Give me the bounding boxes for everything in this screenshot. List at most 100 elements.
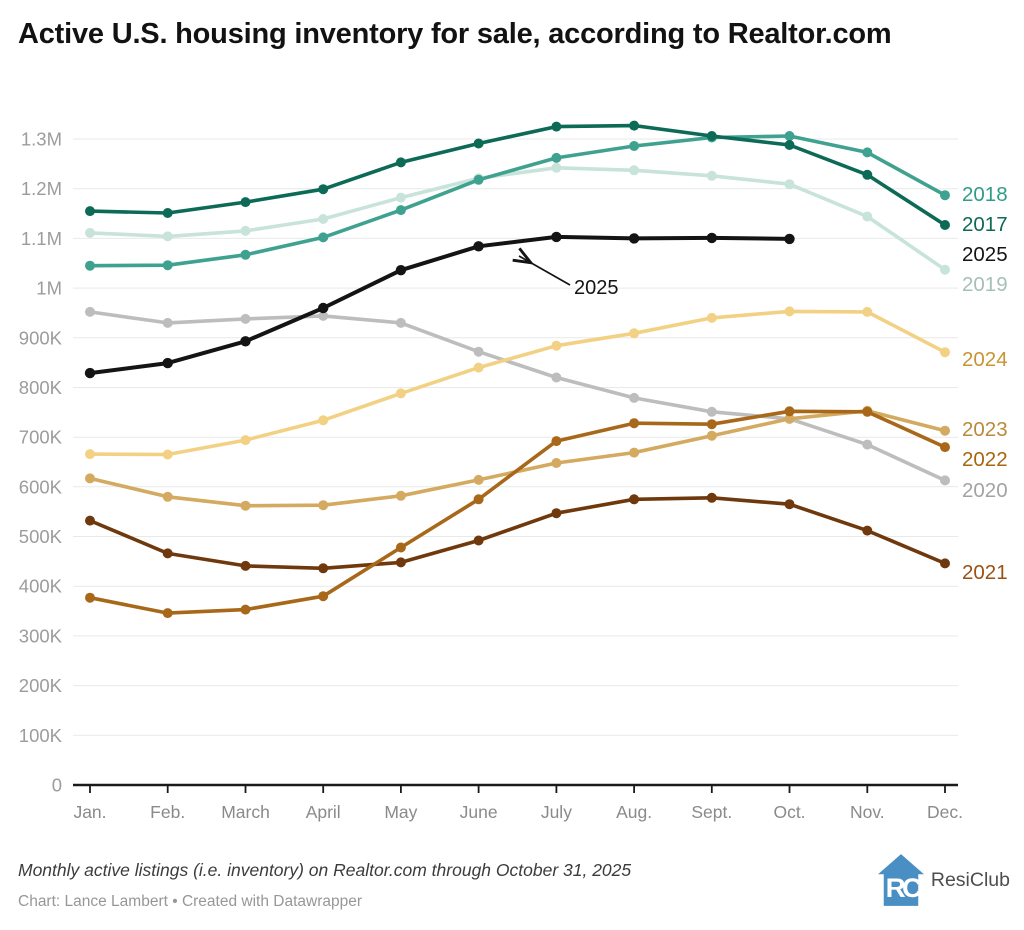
x-axis-month-label: May [384,802,417,822]
page-title: Active U.S. housing inventory for sale, … [18,18,892,50]
data-point [240,313,251,324]
data-point [240,435,251,446]
x-axis-month-label: June [460,802,498,822]
data-point [162,231,173,242]
data-point [629,141,640,151]
data-point [940,220,950,230]
data-point [395,192,406,203]
series-2019 [85,162,950,275]
series-label-2019: 2019 [962,273,1008,296]
data-point [240,197,251,208]
data-point [629,392,640,403]
data-point [629,418,640,429]
data-point [862,211,873,222]
y-axis-tick-label: 1.2M [21,178,62,199]
data-point [395,157,406,168]
data-point [162,208,173,218]
data-point [473,535,484,546]
data-point [162,317,173,328]
brand-name: ResiClub [930,868,1010,891]
data-point [473,241,484,252]
data-point [240,560,251,571]
data-point [940,264,950,275]
y-axis-tick-label: 700K [19,427,63,448]
data-point [240,225,251,236]
data-point [784,413,795,424]
data-point [318,184,329,195]
data-point [85,592,95,603]
data-point [318,302,329,314]
x-axis-month-label: Nov. [850,802,885,822]
data-point [862,406,873,417]
data-point [473,494,484,505]
data-point [240,336,251,347]
data-point [240,604,251,615]
data-point [629,120,640,131]
series-label-2023: 2023 [962,418,1008,441]
data-point [85,449,95,460]
data-point [318,500,329,511]
data-point [862,439,873,450]
data-point [784,179,795,190]
data-point [162,548,173,559]
data-point [473,346,484,357]
y-axis-tick-label: 800K [19,377,63,398]
data-point [85,515,95,526]
data-point [395,557,406,568]
data-point [395,490,406,501]
data-point [473,474,484,485]
x-axis-month-label: March [221,802,270,822]
x-axis-month-label: April [306,802,341,822]
data-point [162,449,173,460]
data-point [629,447,640,458]
data-point [85,260,95,271]
series-label-2020: 2020 [962,479,1008,502]
data-point [862,525,873,536]
y-axis-tick-label: 1M [36,278,62,299]
data-point [940,475,950,486]
data-point [85,473,95,484]
series-label-2021: 2021 [962,561,1008,584]
data-point [706,232,717,244]
chart-credit: Chart: Lance Lambert • Created with Data… [18,893,363,910]
data-point [162,260,173,271]
svg-text:R: R [886,872,906,903]
data-point [85,227,95,238]
data-point [551,340,562,351]
data-point [628,233,640,244]
y-axis-tick-label: 400K [19,576,63,597]
data-point [551,121,562,132]
data-point [240,249,251,260]
y-axis-tick-label: 200K [19,675,63,696]
inventory-line-chart: 1.3M 1.2M 1.1M 1M 900K 800K 700K 600K 500K 400K 30… [19,120,1008,822]
data-point [706,131,717,141]
data-point [784,233,795,245]
data-point [162,357,173,369]
data-point [162,608,173,619]
x-axis-month-label: Oct. [773,802,805,822]
series-label-2025: 2025 [962,243,1008,266]
data-point [240,500,251,511]
data-point [784,131,795,141]
data-point [551,162,562,173]
data-point [318,214,329,224]
data-point [629,328,640,339]
data-point [551,508,562,519]
data-point [318,310,329,321]
data-point [706,492,717,503]
data-point [395,542,406,553]
y-axis-tick-label: 0 [52,775,62,796]
data-point [862,169,873,180]
data-point [784,140,795,150]
series-label-2017: 2017 [962,213,1008,236]
data-point [940,558,950,569]
y-axis-tick-label: 900K [19,327,63,348]
y-axis-tick-label: 500K [19,526,63,547]
data-point [318,591,329,602]
data-point [706,430,717,441]
series-label-2022: 2022 [962,448,1008,471]
x-axis-month-label: Dec. [927,802,963,822]
series-label-2024: 2024 [962,348,1008,371]
data-point [784,406,795,417]
x-axis-month-label: July [541,802,572,822]
